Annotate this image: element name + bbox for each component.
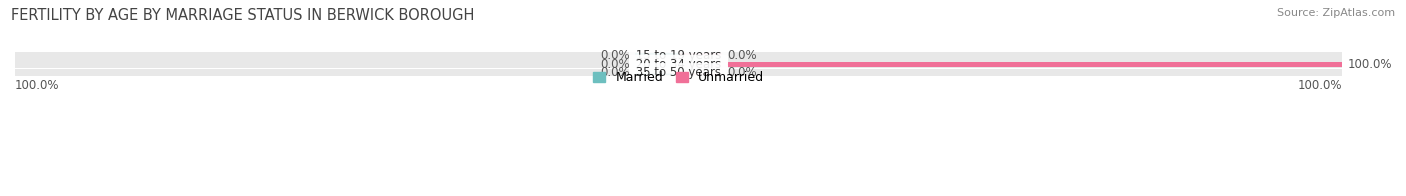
- Text: 100.0%: 100.0%: [1298, 79, 1343, 92]
- Text: Source: ZipAtlas.com: Source: ZipAtlas.com: [1277, 8, 1395, 18]
- Bar: [15, 52, 1343, 60]
- Legend: Married, Unmarried: Married, Unmarried: [588, 66, 769, 89]
- Bar: [15, 60, 1343, 68]
- Bar: [679, 70, 721, 75]
- Text: 100.0%: 100.0%: [15, 79, 59, 92]
- Text: 0.0%: 0.0%: [600, 66, 630, 79]
- Text: 0.0%: 0.0%: [600, 49, 630, 62]
- Bar: [636, 62, 679, 67]
- Bar: [679, 62, 1343, 67]
- Text: 20 to 34 years: 20 to 34 years: [633, 58, 725, 71]
- Text: 0.0%: 0.0%: [727, 66, 756, 79]
- Text: FERTILITY BY AGE BY MARRIAGE STATUS IN BERWICK BOROUGH: FERTILITY BY AGE BY MARRIAGE STATUS IN B…: [11, 8, 475, 23]
- Bar: [679, 62, 721, 67]
- Bar: [636, 70, 679, 75]
- Text: 35 to 50 years: 35 to 50 years: [633, 66, 725, 79]
- Bar: [15, 69, 1343, 76]
- Bar: [636, 53, 679, 58]
- Text: 100.0%: 100.0%: [1347, 58, 1392, 71]
- Text: 0.0%: 0.0%: [727, 49, 756, 62]
- Bar: [679, 53, 721, 58]
- Text: 0.0%: 0.0%: [600, 58, 630, 71]
- Text: 15 to 19 years: 15 to 19 years: [633, 49, 725, 62]
